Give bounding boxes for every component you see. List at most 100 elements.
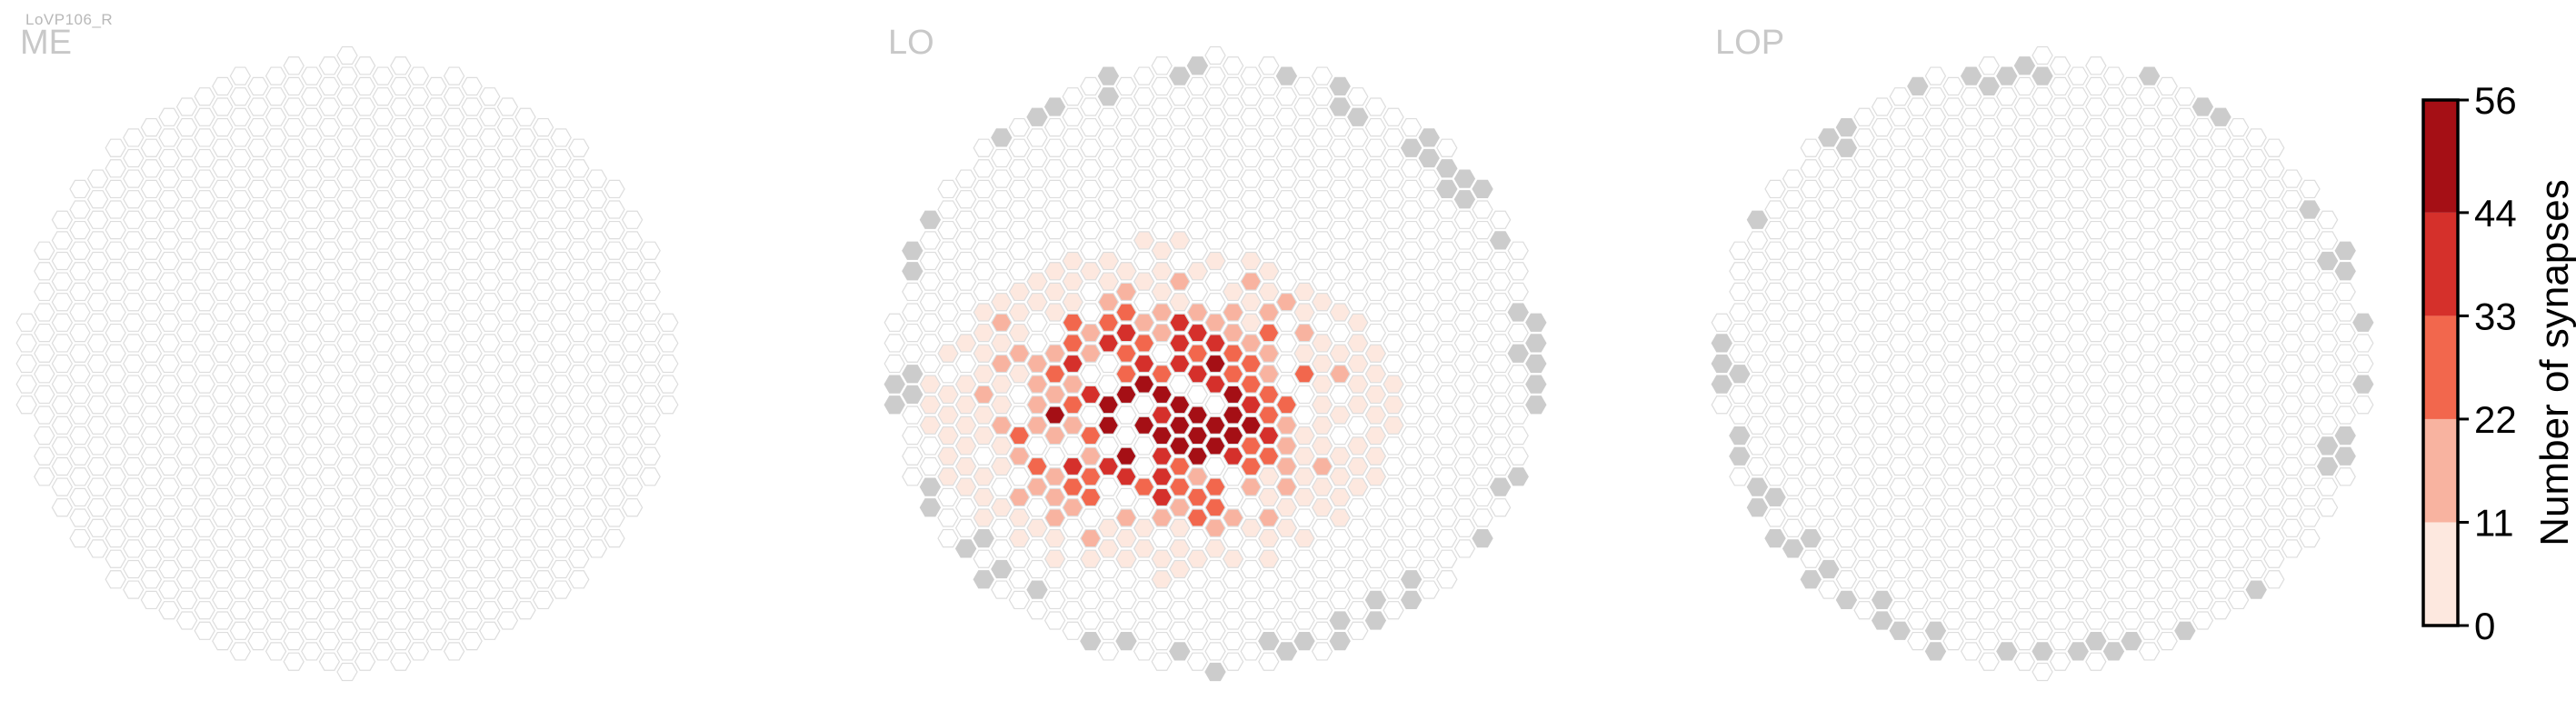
hex-cell [86, 456, 109, 476]
hex-cell [1764, 467, 1786, 486]
hex-cell [318, 508, 341, 527]
hex-cell [2316, 498, 2339, 517]
hex-cell [1525, 313, 1547, 332]
hex-cell [1453, 375, 1476, 394]
hex-cell [123, 293, 145, 312]
hex-cell [1133, 375, 1155, 394]
hex-cell [212, 117, 234, 137]
hex-cell [550, 313, 572, 332]
hex-cell [2192, 570, 2214, 589]
hex-cell [2013, 385, 2036, 405]
hex-cell [51, 251, 74, 271]
hex-cell [1293, 611, 1315, 630]
hex-cell [1907, 323, 1929, 343]
hex-cell [2085, 385, 2107, 405]
hex-cell [604, 508, 625, 527]
hex-cell [1800, 508, 1822, 527]
hex-cell [496, 406, 519, 425]
hex-cell [194, 251, 215, 271]
hex-cell [973, 220, 994, 240]
hex-cell [123, 190, 145, 209]
hex-cell [1978, 406, 2000, 425]
hex-cell [1924, 498, 1947, 517]
hex-cell [973, 528, 994, 548]
hex-cell [1453, 251, 1476, 271]
hex-cell [1293, 179, 1315, 199]
hex-cell [1080, 220, 1102, 240]
hex-cell [2085, 426, 2107, 446]
hex-cell [1222, 262, 1244, 281]
hex-cell [229, 66, 252, 85]
hex-cell [496, 344, 519, 363]
hex-cell [158, 477, 180, 496]
hex-cell [1746, 354, 1769, 374]
hex-cell [496, 446, 519, 466]
hex-cell [354, 570, 376, 589]
hex-cell [954, 436, 977, 456]
hex-cell [1097, 642, 1120, 661]
hex-cell [123, 272, 145, 291]
hex-cell [247, 117, 269, 137]
hex-cell [1472, 344, 1493, 363]
hex-cell [105, 159, 126, 178]
hex-cell [158, 272, 180, 291]
hex-cell [158, 436, 180, 456]
hex-cell [514, 518, 536, 537]
hex-cell [1026, 251, 1048, 271]
hex-cell [1222, 117, 1244, 137]
hex-cell [954, 231, 977, 250]
hex-cell [2227, 467, 2250, 486]
hex-cell [1364, 570, 1387, 589]
hex-cell [973, 282, 994, 302]
hex-cell [514, 416, 536, 435]
hex-cell [585, 456, 608, 476]
hex-cell [1169, 293, 1191, 312]
hex-cell [123, 128, 145, 147]
hex-cell [1853, 416, 1875, 435]
hex-cell [2102, 354, 2125, 374]
hex-cell [34, 282, 55, 302]
hex-cell [1080, 262, 1102, 281]
hex-cell [140, 323, 163, 343]
hex-cell [2138, 498, 2161, 517]
hex-cell [123, 416, 145, 435]
hex-cell [1204, 518, 1226, 537]
hex-cell [265, 477, 287, 496]
hex-cell [1472, 303, 1493, 322]
hex-cell [390, 241, 412, 260]
hex-cell [1889, 293, 1911, 312]
hex-cell [283, 570, 305, 589]
hex-cell [1818, 396, 1840, 415]
hex-cell [1818, 148, 1840, 168]
hex-cell [2032, 436, 2053, 456]
hex-cell [2067, 231, 2089, 250]
hex-cell [247, 528, 269, 548]
hex-cell [247, 611, 269, 630]
hex-cell [425, 446, 447, 466]
hex-cell [1151, 590, 1173, 610]
hex-cell [1222, 97, 1244, 116]
hex-cell [105, 323, 126, 343]
hex-cell [1275, 498, 1298, 517]
hex-cell [1960, 477, 1982, 496]
hex-cell [158, 539, 180, 558]
hex-cell [194, 416, 215, 435]
hex-cell [1275, 251, 1298, 271]
hex-cell [1133, 128, 1155, 147]
hex-cell [194, 436, 215, 456]
hex-cell [34, 467, 55, 486]
hex-cell [2281, 354, 2303, 374]
hex-cell [2334, 241, 2356, 260]
hex-cell [1418, 396, 1440, 415]
hex-cell [461, 303, 483, 322]
hex-cell [1347, 128, 1369, 147]
hex-cell [1364, 200, 1387, 219]
hex-cell [1222, 652, 1244, 671]
hex-cell [1853, 375, 1875, 394]
hex-cell [1960, 169, 1982, 188]
hex-cell [2067, 396, 2089, 415]
hex-cell [2210, 251, 2232, 271]
hex-cell [2210, 231, 2232, 250]
hex-cell [69, 241, 91, 260]
hex-cell [175, 97, 198, 116]
